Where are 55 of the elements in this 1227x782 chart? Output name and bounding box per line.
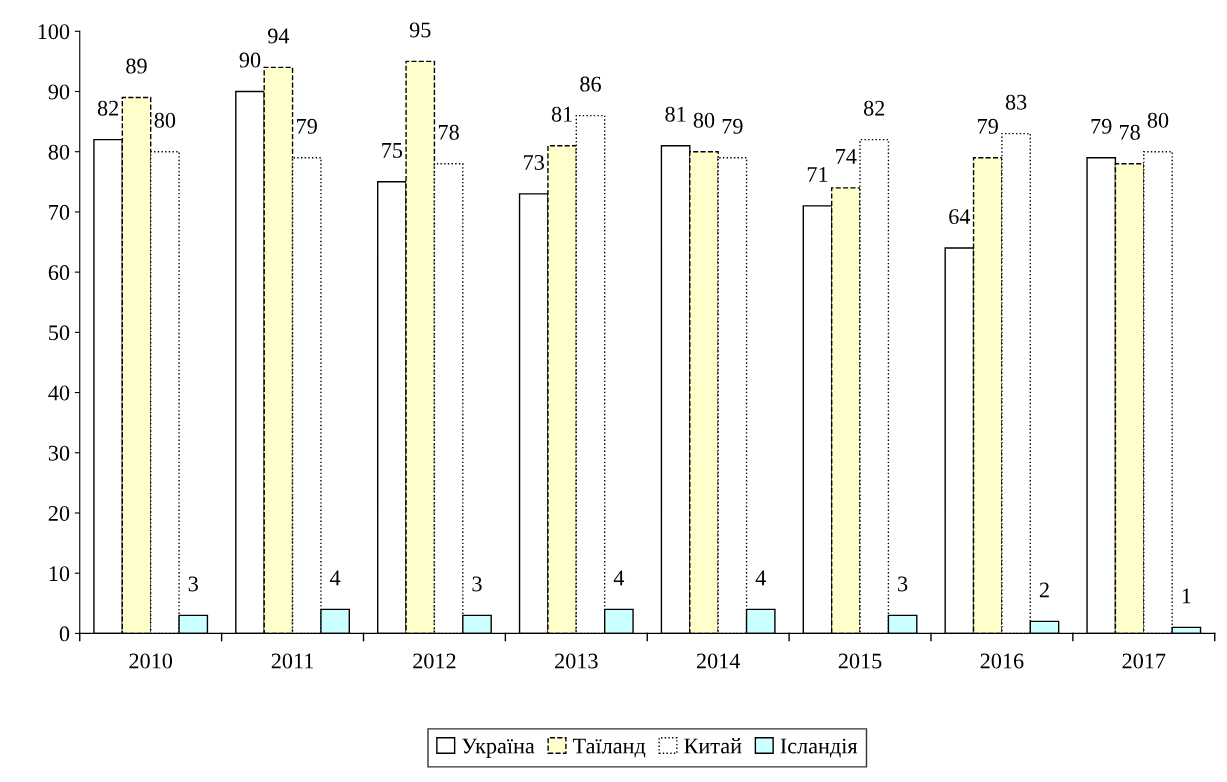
x-tick-label: 2014 [696,653,741,669]
legend-label: Китай [684,738,742,754]
data-label: 80 [693,112,715,128]
data-label: 3 [188,576,198,592]
y-tick-label: 0 [59,626,70,642]
y-tick-label: 80 [48,144,70,160]
data-label: 81 [665,106,686,122]
data-label: 89 [126,58,147,74]
y-tick-label: 50 [49,325,70,341]
y-tick-label: 90 [48,84,70,100]
data-label: 3 [898,576,908,592]
data-label: 73 [524,154,544,170]
data-label: 79 [978,118,998,134]
data-label: 1 [1182,588,1191,604]
x-tick-label: 2010 [129,653,173,669]
data-label: 64 [949,209,971,225]
data-label: 86 [580,76,601,92]
data-label: 3 [472,576,482,592]
data-label: 79 [297,118,317,134]
data-label: 75 [382,143,403,158]
x-tick-label: 2016 [980,653,1024,669]
data-label: 80 [154,112,176,128]
data-label: 82 [863,100,885,116]
data-label: 83 [1005,94,1027,110]
data-label: 81 [551,106,572,122]
data-label: 95 [409,22,431,38]
y-tick-label: 70 [49,204,70,220]
data-label: 79 [1091,118,1112,134]
data-label: 74 [836,149,857,164]
x-tick-label: 2013 [555,653,598,669]
legend-label: Україна [462,738,535,759]
data-label: 94 [267,28,290,44]
data-label: 78 [1119,124,1140,140]
y-tick-label: 40 [48,385,70,401]
x-tick-label: 2015 [838,653,882,669]
data-label: 79 [722,118,743,134]
data-label: 2 [1039,582,1049,598]
y-tick-label: 30 [48,445,70,461]
data-label: 4 [613,570,625,586]
x-tick-label: 2011 [271,653,314,669]
data-label: 90 [239,52,261,68]
data-label: 71 [807,167,828,182]
y-tick-label: 20 [48,505,70,521]
data-label: 4 [330,570,341,586]
data-label: 82 [97,100,119,116]
y-tick-label: 100 [38,24,70,40]
x-tick-label: 2012 [413,653,456,669]
legend-label: Таїланд [572,738,646,758]
x-tick-label: 2017 [1122,653,1166,669]
data-label: 4 [755,570,766,586]
data-label: 80 [1147,112,1169,128]
y-tick-label: 10 [49,566,70,582]
data-label: 78 [438,124,459,140]
legend-label: Ісландія [780,738,858,758]
y-tick-label: 60 [48,265,70,281]
